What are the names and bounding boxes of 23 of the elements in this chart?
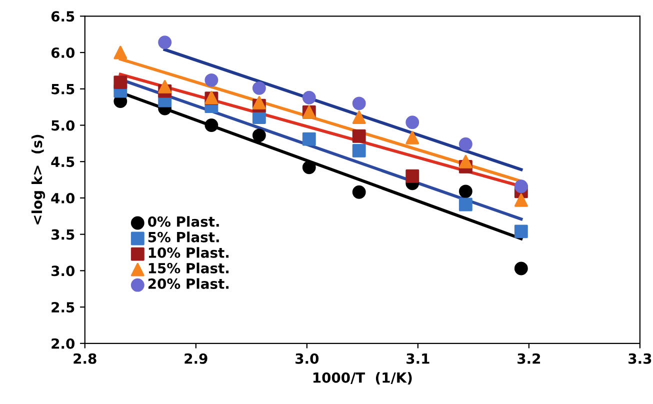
x-tick-label: 3.3 <box>628 353 652 364</box>
y-tick-label: 5.0 <box>52 120 75 131</box>
y-tick-label: 5.5 <box>52 84 74 94</box>
y-axis-title: <log k> (s) <box>31 134 46 224</box>
x-tick-label: 2.8 <box>74 353 96 364</box>
y-tick-label: 6.0 <box>51 47 75 58</box>
legend-label: 5% Plast. <box>148 232 219 242</box>
x-axis-title: 1000/T (1/K) <box>313 372 412 385</box>
legend-label: 15% Plast. <box>148 262 229 274</box>
x-tick-label: 2.9 <box>184 353 208 364</box>
x-tick-label: 3.0 <box>296 353 319 364</box>
y-tick-label: 3.5 <box>51 229 74 240</box>
y-tick-label: 6.5 <box>51 11 74 22</box>
x-tick-label: 3.2 <box>518 353 540 364</box>
legend-label: 10% Plast. <box>148 247 229 258</box>
y-tick-label: 2.5 <box>52 302 74 313</box>
y-tick-label: 4.5 <box>51 156 74 168</box>
legend-label: 0% Plast. <box>148 216 219 227</box>
x-tick-label: 3.1 <box>406 353 430 364</box>
y-tick-label: 2.0 <box>52 338 75 349</box>
legend-label: 20% Plast. <box>148 278 229 289</box>
y-tick-label: 3.0 <box>51 266 75 276</box>
y-tick-label: 4.0 <box>51 192 75 204</box>
